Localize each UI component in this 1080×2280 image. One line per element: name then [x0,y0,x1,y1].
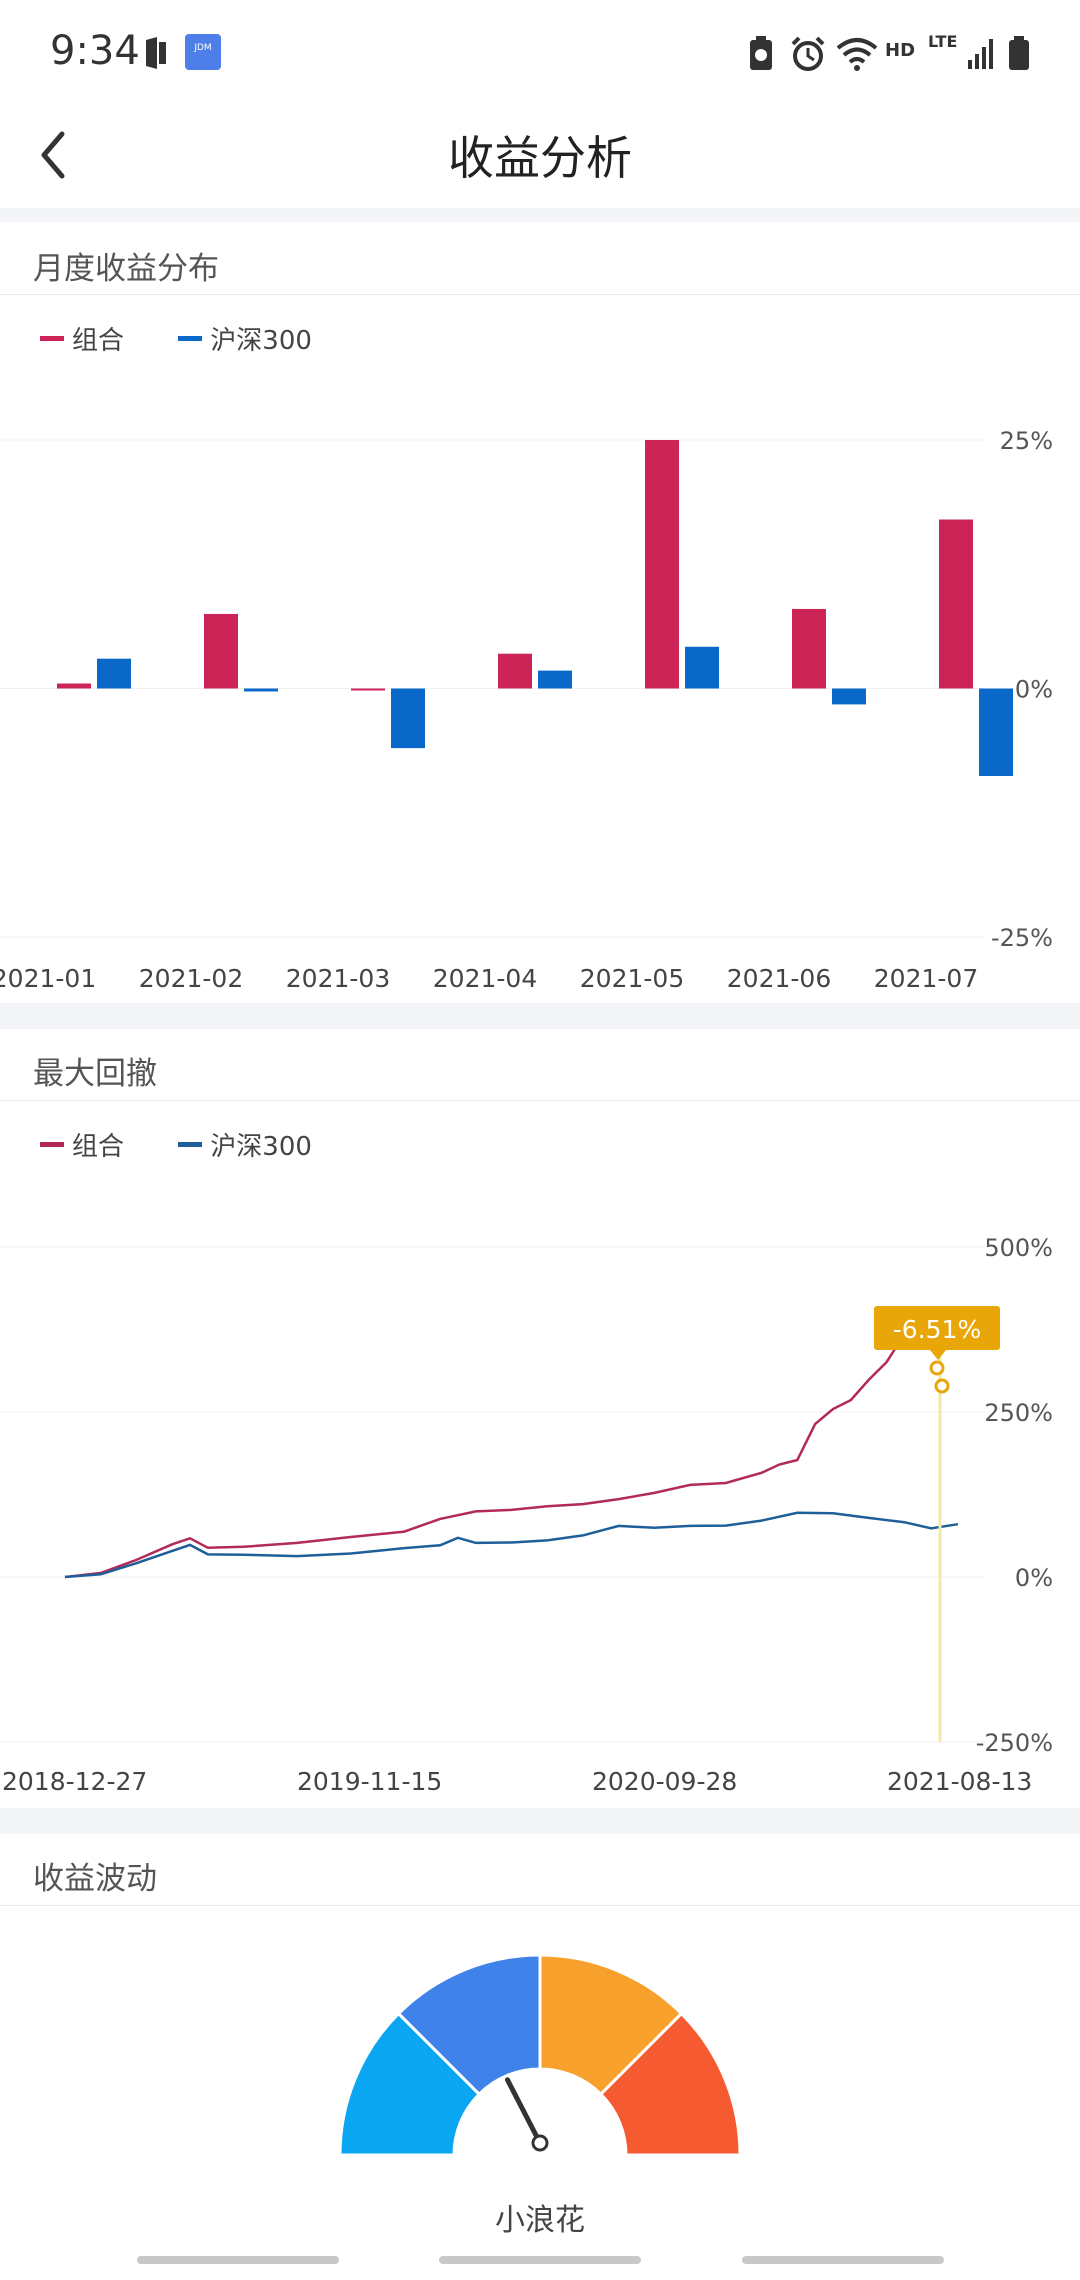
legend-swatch [40,336,64,341]
x-tick-label: 2021-08-13 [887,1767,1032,1796]
section-title-volatility: 收益波动 [33,1861,157,1897]
tooltip-box [874,1306,1000,1350]
legend-swatch [178,336,203,341]
legend-item-csi300[interactable]: 沪深300 [178,320,312,357]
gauge-segment [338,2011,482,2157]
tooltip-value: -6.51% [893,1315,981,1344]
bar [498,653,532,689]
page-title: 收益分析 [448,131,632,185]
divider [0,1905,1080,1906]
gauge-value-label: 小浪花 [495,2203,585,2238]
bar [832,688,866,705]
y-tick-label: -250% [976,1729,1053,1757]
legend-item-csi300[interactable]: 沪深300 [178,1126,312,1163]
x-tick-label: 2020-09-28 [592,1767,737,1796]
x-tick-label: 2021-07 [874,964,978,993]
status-time: 9:34 [50,28,140,74]
y-tick-label: 500% [984,1234,1053,1262]
x-tick-label: 2021-03 [286,964,390,993]
x-tick-label: 2021-06 [727,964,831,993]
monthly-bar-chart: 25% 0% -25% 2021-01 2021-02 2021-03 2021-04 202… [0,427,1053,993]
bar [57,683,91,689]
jdm-app-icon: JDM [185,34,221,70]
nav-handle-center[interactable] [439,2256,641,2264]
y-tick-label: -25% [991,924,1053,952]
x-tick-label: 2021-02 [139,964,243,993]
legend-swatch [178,1142,203,1147]
y-tick-label: 0% [1015,676,1053,704]
tooltip-pointer [930,1350,946,1360]
volatility-gauge [338,1953,742,2157]
x-tick-label: 2021-04 [433,964,537,993]
bar [685,646,719,689]
section-divider [0,208,1080,222]
back-icon[interactable] [30,120,100,190]
section-divider [0,1808,1080,1834]
notification-icon [146,37,166,69]
crosshair-marker [929,1360,945,1376]
series-line [64,1311,959,1579]
bar [645,440,679,689]
gauge-needle-pivot [531,2134,549,2152]
drawdown-line-chart: 500% 250% 0% -250% 2018-12-27 2019-11-15 2020-… [0,1234,1053,1796]
bar [97,658,131,689]
signal-icon [968,39,993,69]
series-line [64,1511,959,1579]
section-divider [0,1003,1080,1029]
lte-indicator: LTE [928,32,958,51]
nav-handle-left[interactable] [137,2256,339,2264]
legend-item-portfolio[interactable]: 组合 [40,320,124,357]
y-tick-label: 0% [1015,1564,1053,1592]
y-tick-label: 250% [984,1399,1053,1427]
battery-saver-icon [750,36,772,70]
x-tick-label: 2018-12-27 [2,1767,147,1796]
x-tick-label: 2019-11-15 [297,1767,442,1796]
y-tick-label: 25% [1000,427,1053,455]
legend-swatch [40,1142,64,1147]
gauge-segment [538,1953,684,2097]
bar [244,688,278,692]
divider [0,294,1080,295]
x-tick-label: 2021-01 [0,964,96,993]
x-tick-label: 2021-05 [580,964,684,993]
battery-icon [1009,36,1029,70]
bar [204,613,238,689]
monthly-legend: 组合 沪深300 [40,320,358,357]
legend-item-portfolio[interactable]: 组合 [40,1126,124,1163]
bar [939,519,973,689]
gauge-segment [396,1953,542,2097]
bar [792,608,826,689]
bar [979,688,1013,776]
status-bar: 9:34 JDM HD LTE [0,0,1080,100]
gauge-needle [504,2077,543,2146]
bar [538,670,572,689]
header: 收益分析 [0,100,1080,208]
svg-text:JDM: JDM [193,43,211,53]
bar [391,688,425,749]
section-title-drawdown: 最大回撤 [33,1056,157,1092]
gauge-segment [598,2011,742,2157]
divider [0,1100,1080,1101]
drawdown-legend: 组合 沪深300 [40,1126,358,1163]
alarm-icon [791,36,825,71]
wifi-icon [836,38,878,71]
nav-handle-right[interactable] [742,2256,944,2264]
hd-indicator: HD [885,40,916,61]
crosshair-marker [934,1378,950,1394]
section-title-monthly: 月度收益分布 [33,251,219,287]
bar [351,688,385,691]
